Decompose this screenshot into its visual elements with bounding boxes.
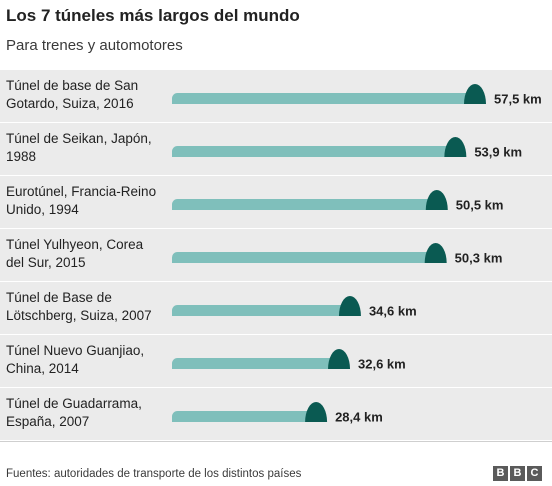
chart-row: Túnel Yulhyeon, Corea del Sur, 2015 50,3 k… bbox=[0, 228, 552, 281]
value-label: 50,5 km bbox=[456, 198, 504, 213]
footer-divider bbox=[0, 441, 552, 442]
category-label-line: del Sur, 2015 bbox=[6, 255, 86, 270]
bar-graphic: 32,6 km bbox=[172, 349, 406, 372]
tunnel-bar bbox=[172, 252, 436, 263]
category-label-line: China, 2014 bbox=[6, 361, 79, 376]
value-label: 28,4 km bbox=[335, 410, 383, 425]
bar-graphic: 50,5 km bbox=[172, 190, 504, 213]
chart-row: Túnel de Guadarrama, España, 2007 28,4 km bbox=[0, 387, 552, 440]
chart-row: Túnel de Seikan, Japón, 1988 53,9 km bbox=[0, 122, 552, 175]
category-label-line: Túnel de base de San bbox=[6, 78, 139, 93]
tunnel-mouth bbox=[328, 349, 351, 369]
bar-graphic: 53,9 km bbox=[172, 137, 522, 160]
category-label-line: Lötschberg, Suiza, 2007 bbox=[6, 308, 152, 323]
value-label: 32,6 km bbox=[358, 357, 406, 372]
tunnel-bar bbox=[172, 199, 437, 210]
bbc-logo: B B C bbox=[493, 466, 542, 481]
category-label: Eurotúnel, Francia-Reino Unido, 1994 bbox=[6, 183, 166, 219]
chart-row: Túnel de base de San Gotardo, Suiza, 2016… bbox=[0, 69, 552, 122]
category-label-line: Unido, 1994 bbox=[6, 202, 79, 217]
tunnel-mouth bbox=[338, 296, 361, 316]
value-label: 50,3 km bbox=[455, 251, 503, 266]
logo-letter: C bbox=[527, 466, 542, 481]
chart-row: Túnel de Base de Lötschberg, Suiza, 2007 3… bbox=[0, 281, 552, 334]
category-label-line: Eurotúnel, Francia-Reino bbox=[6, 184, 157, 199]
logo-letter: B bbox=[493, 466, 508, 481]
category-label: Túnel de Guadarrama, España, 2007 bbox=[6, 395, 166, 431]
tunnel-bar bbox=[172, 411, 317, 422]
chart-title: Los 7 túneles más largos del mundo bbox=[6, 6, 300, 25]
bar-graphic: 57,5 km bbox=[172, 84, 542, 107]
value-label: 34,6 km bbox=[369, 304, 417, 319]
category-label-line: 1988 bbox=[6, 149, 37, 164]
category-label: Túnel de Base de Lötschberg, Suiza, 2007 bbox=[6, 289, 166, 325]
tunnel-bar bbox=[172, 146, 456, 157]
category-label-line: Túnel de Base de bbox=[6, 290, 112, 305]
category-label-line: Túnel de Seikan, Japón, bbox=[6, 131, 152, 146]
source-note: Fuentes: autoridades de transporte de lo… bbox=[6, 468, 302, 480]
category-label: Túnel de Seikan, Japón, 1988 bbox=[6, 130, 166, 166]
category-label-line: Túnel de Guadarrama, bbox=[6, 396, 142, 411]
tunnel-mouth bbox=[425, 190, 448, 210]
chart-row: Túnel Nuevo Guanjiao, China, 2014 32,6 km bbox=[0, 334, 552, 387]
bar-rows: Túnel de base de San Gotardo, Suiza, 2016… bbox=[0, 69, 552, 440]
category-label: Túnel Yulhyeon, Corea del Sur, 2015 bbox=[6, 236, 166, 272]
tunnel-mouth bbox=[424, 243, 447, 263]
category-label-line: Túnel Nuevo Guanjiao, bbox=[6, 343, 145, 358]
tunnel-bar bbox=[172, 305, 350, 316]
category-label: Túnel de base de San Gotardo, Suiza, 2016 bbox=[6, 77, 166, 113]
value-label: 57,5 km bbox=[494, 92, 542, 107]
bar-graphic: 28,4 km bbox=[172, 402, 383, 425]
tunnel-mouth bbox=[444, 137, 467, 157]
chart-subtitle: Para trenes y automotores bbox=[6, 37, 183, 54]
category-label-line: Gotardo, Suiza, 2016 bbox=[6, 96, 134, 111]
tunnel-mouth bbox=[464, 84, 486, 104]
category-label-line: España, 2007 bbox=[6, 414, 90, 429]
tunnel-bar bbox=[172, 358, 340, 369]
value-label: 53,9 km bbox=[474, 145, 522, 160]
bar-graphic: 50,3 km bbox=[172, 243, 503, 266]
chart-row: Eurotúnel, Francia-Reino Unido, 1994 50,5 … bbox=[0, 175, 552, 228]
tunnel-bar bbox=[172, 93, 475, 104]
tunnel-mouth bbox=[305, 402, 328, 422]
bar-graphic: 34,6 km bbox=[172, 296, 417, 319]
category-label: Túnel Nuevo Guanjiao, China, 2014 bbox=[6, 342, 166, 378]
category-label-line: Túnel Yulhyeon, Corea bbox=[6, 237, 144, 252]
logo-letter: B bbox=[510, 466, 525, 481]
